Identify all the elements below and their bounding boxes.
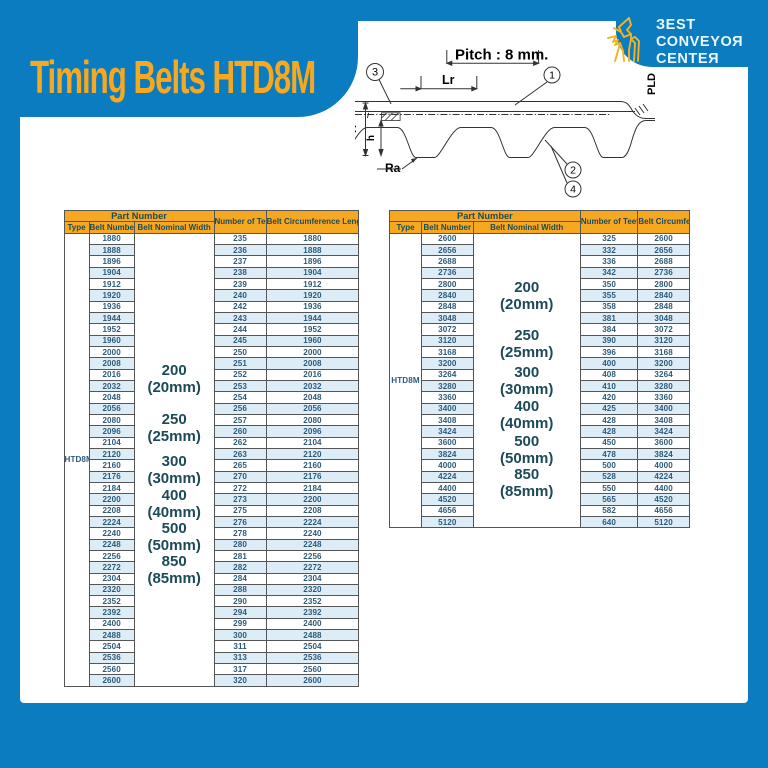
svg-text:Pitch : 8 mm.: Pitch : 8 mm. [455,47,548,64]
svg-text:H: H [355,125,359,133]
svg-text:1: 1 [549,70,555,82]
svg-text:Lr: Lr [442,73,455,87]
svg-text:h: h [366,135,377,141]
svg-text:4: 4 [570,184,576,196]
svg-text:3: 3 [372,67,378,79]
svg-text:PLD: PLD [646,73,655,95]
svg-text:2: 2 [570,165,576,177]
svg-text:Ra: Ra [385,161,401,175]
